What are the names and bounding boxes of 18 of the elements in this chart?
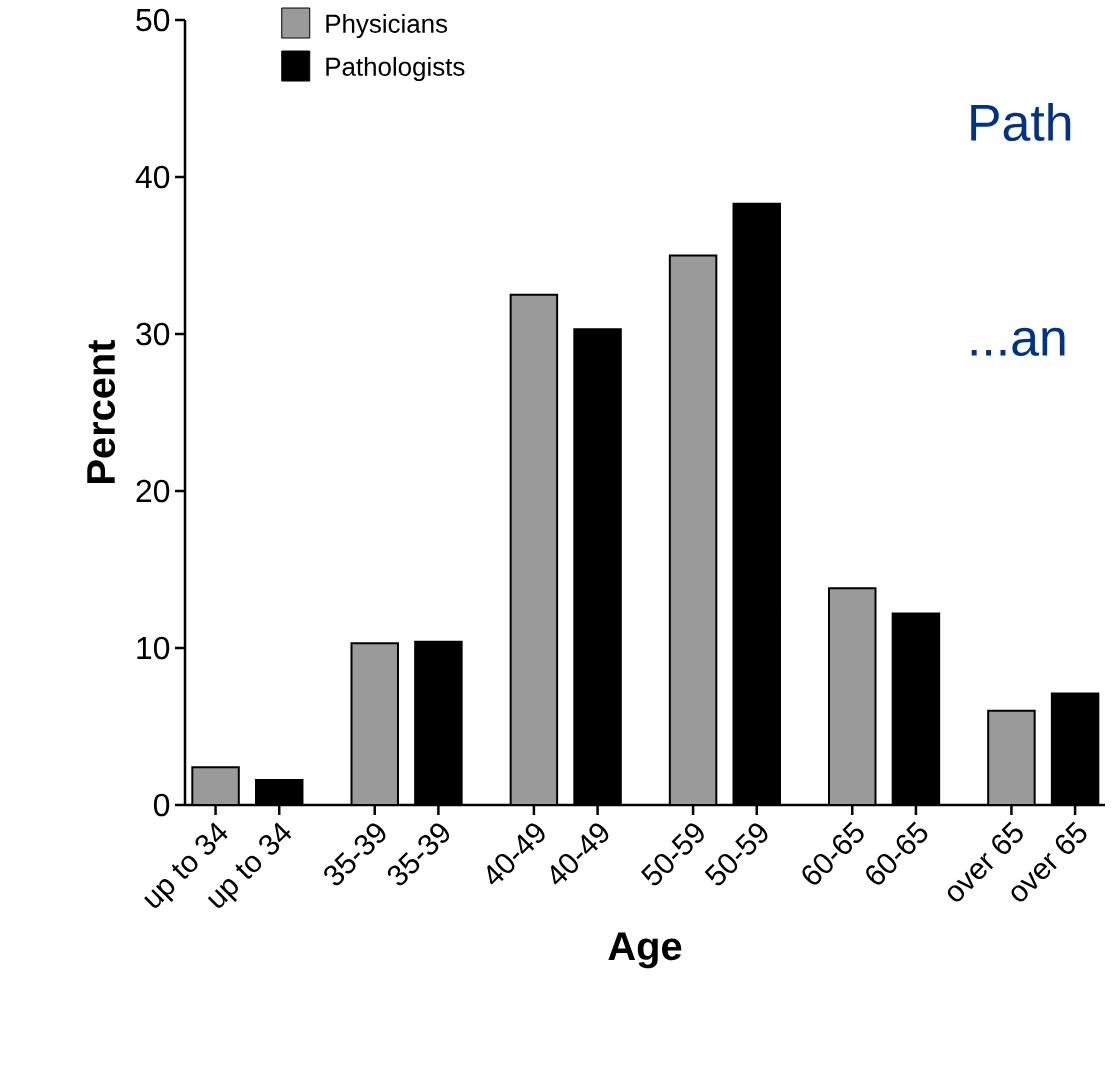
- bar: [828, 587, 877, 805]
- annotation: ...an: [971, 327, 1065, 357]
- y-axis-title: Percent: [87, 339, 116, 483]
- y-tick-label: 40: [135, 165, 170, 189]
- y-tick-label: 10: [137, 636, 170, 660]
- annotation: Path: [971, 103, 1071, 142]
- legend-label: Physicians: [326, 13, 448, 39]
- bar: [987, 709, 1036, 805]
- bar: [350, 642, 399, 805]
- x-axis-title: Age: [608, 932, 682, 969]
- y-tick-label: 0: [153, 793, 170, 817]
- y-tick-label: 50: [136, 8, 170, 32]
- bar: [191, 766, 240, 805]
- bar: [668, 254, 718, 805]
- y-tick-label: 20: [136, 479, 170, 503]
- legend-label: Pathologists: [326, 56, 465, 82]
- bar: [509, 293, 559, 805]
- y-tick-label: 30: [136, 322, 170, 346]
